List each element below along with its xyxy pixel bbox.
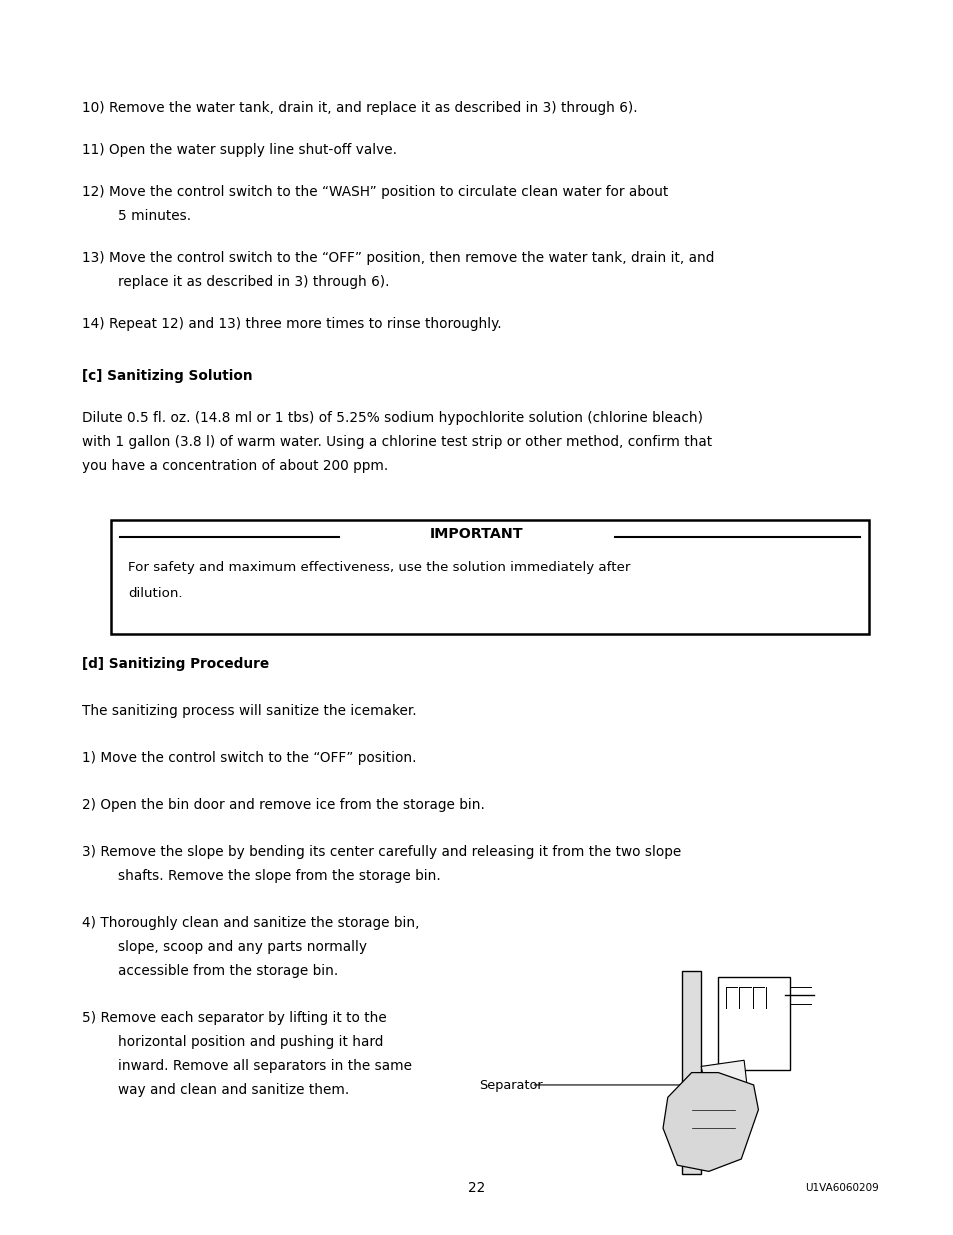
Text: inward. Remove all separators in the same: inward. Remove all separators in the sam…: [118, 1060, 412, 1073]
Text: IMPORTANT: IMPORTANT: [430, 526, 523, 541]
Polygon shape: [662, 1072, 758, 1171]
Text: The sanitizing process will sanitize the icemaker.: The sanitizing process will sanitize the…: [82, 704, 416, 718]
Text: 14) Repeat 12) and 13) three more times to rinse thoroughly.: 14) Repeat 12) and 13) three more times …: [82, 317, 501, 331]
Bar: [111, 520, 868, 634]
Text: horizontal position and pushing it hard: horizontal position and pushing it hard: [118, 1035, 383, 1049]
Text: 2) Open the bin door and remove ice from the storage bin.: 2) Open the bin door and remove ice from…: [82, 798, 484, 811]
Text: way and clean and sanitize them.: way and clean and sanitize them.: [118, 1083, 349, 1097]
Text: dilution.: dilution.: [128, 588, 182, 600]
Text: with 1 gallon (3.8 l) of warm water. Using a chlorine test strip or other method: with 1 gallon (3.8 l) of warm water. Usi…: [82, 435, 711, 448]
Text: Separator: Separator: [478, 1079, 542, 1092]
Text: shafts. Remove the slope from the storage bin.: shafts. Remove the slope from the storag…: [118, 869, 440, 883]
Polygon shape: [700, 1060, 746, 1089]
Text: 5 minutes.: 5 minutes.: [118, 209, 192, 224]
Text: 10) Remove the water tank, drain it, and replace it as described in 3) through 6: 10) Remove the water tank, drain it, and…: [82, 101, 637, 115]
Text: 12) Move the control switch to the “WASH” position to circulate clean water for : 12) Move the control switch to the “WASH…: [82, 185, 667, 199]
Text: slope, scoop and any parts normally: slope, scoop and any parts normally: [118, 940, 367, 953]
Text: 1) Move the control switch to the “OFF” position.: 1) Move the control switch to the “OFF” …: [82, 751, 416, 764]
Text: 3) Remove the slope by bending its center carefully and releasing it from the tw: 3) Remove the slope by bending its cente…: [82, 845, 680, 858]
Text: Dilute 0.5 fl. oz. (14.8 ml or 1 tbs) of 5.25% sodium hypochlorite solution (chl: Dilute 0.5 fl. oz. (14.8 ml or 1 tbs) of…: [82, 410, 702, 425]
Text: [d] Sanitizing Procedure: [d] Sanitizing Procedure: [82, 657, 269, 671]
Text: [c] Sanitizing Solution: [c] Sanitizing Solution: [82, 369, 253, 383]
Text: 11) Open the water supply line shut-off valve.: 11) Open the water supply line shut-off …: [82, 143, 396, 157]
Text: you have a concentration of about 200 ppm.: you have a concentration of about 200 pp…: [82, 458, 388, 473]
Text: replace it as described in 3) through 6).: replace it as described in 3) through 6)…: [118, 275, 390, 289]
Text: U1VA6060209: U1VA6060209: [804, 1183, 878, 1193]
Text: accessible from the storage bin.: accessible from the storage bin.: [118, 963, 338, 978]
Text: 22: 22: [468, 1181, 485, 1195]
Text: 4) Thoroughly clean and sanitize the storage bin,: 4) Thoroughly clean and sanitize the sto…: [82, 916, 419, 930]
Text: 5) Remove each separator by lifting it to the: 5) Remove each separator by lifting it t…: [82, 1010, 386, 1025]
Bar: [681, 971, 700, 1174]
Text: For safety and maximum effectiveness, use the solution immediately after: For safety and maximum effectiveness, us…: [128, 561, 630, 574]
Text: 13) Move the control switch to the “OFF” position, then remove the water tank, d: 13) Move the control switch to the “OFF”…: [82, 252, 714, 266]
Bar: [718, 977, 789, 1070]
